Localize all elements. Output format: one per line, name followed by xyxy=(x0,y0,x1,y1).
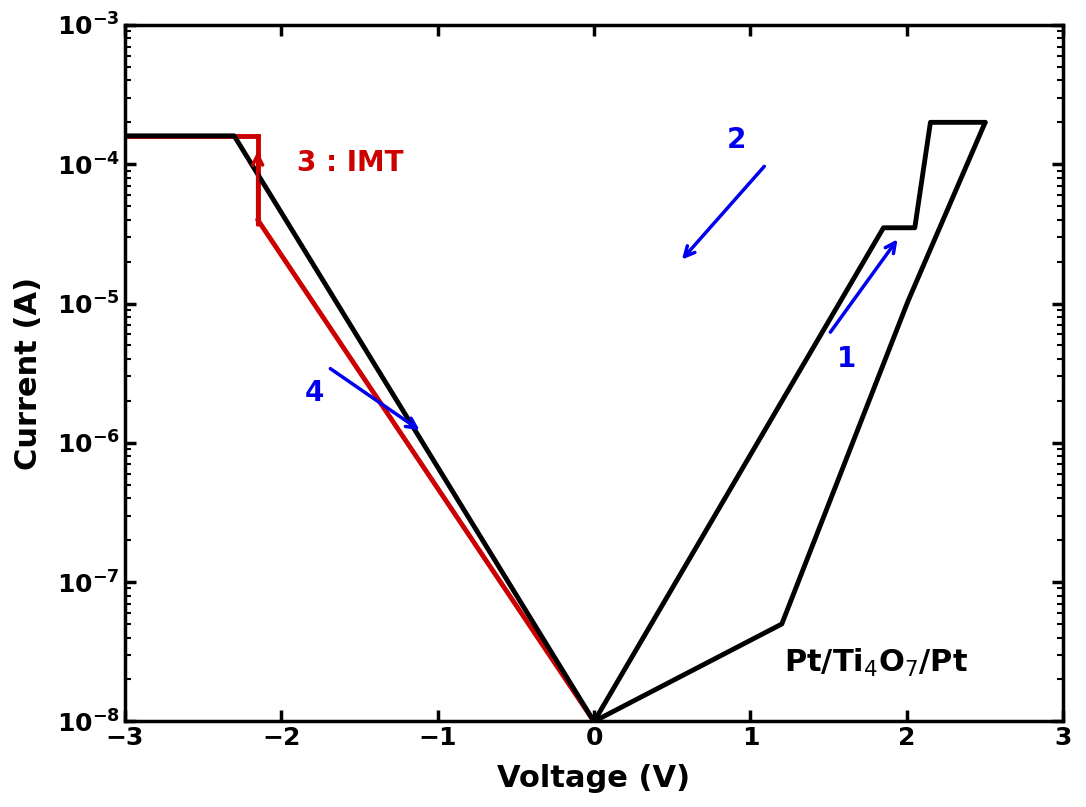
Y-axis label: Current (A): Current (A) xyxy=(14,277,42,470)
Text: Pt/Ti$_4$O$_7$/Pt: Pt/Ti$_4$O$_7$/Pt xyxy=(784,647,968,679)
Text: 1: 1 xyxy=(836,345,856,373)
Text: 3 : IMT: 3 : IMT xyxy=(296,148,403,177)
Text: 4: 4 xyxy=(304,378,324,407)
X-axis label: Voltage (V): Voltage (V) xyxy=(497,764,691,793)
Text: 2: 2 xyxy=(727,127,746,154)
